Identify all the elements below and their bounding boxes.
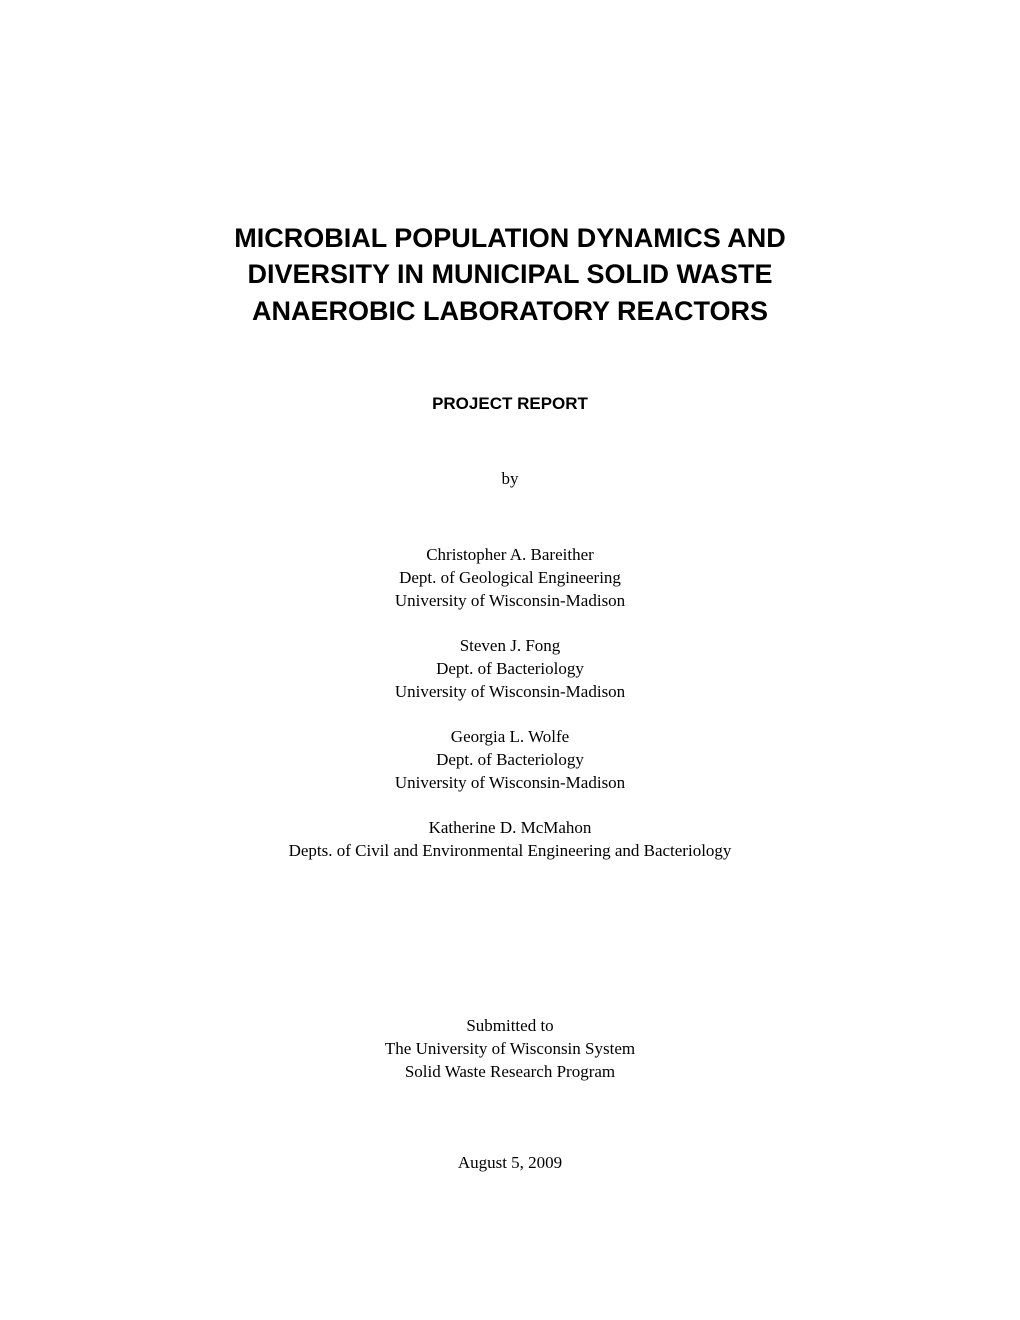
author-block-3: Georgia L. Wolfe Dept. of Bacteriology U… [100,726,920,795]
author-block-4: Katherine D. McMahon Depts. of Civil and… [100,817,920,863]
submitted-line-1: Submitted to [100,1015,920,1038]
author-block-2: Steven J. Fong Dept. of Bacteriology Uni… [100,635,920,704]
document-title: MICROBIAL POPULATION DYNAMICS AND DIVERS… [100,220,920,329]
author-univ: University of Wisconsin-Madison [100,681,920,704]
document-date: August 5, 2009 [100,1153,920,1173]
author-name: Katherine D. McMahon [100,817,920,840]
author-name: Christopher A. Bareither [100,544,920,567]
author-dept: Depts. of Civil and Environmental Engine… [100,840,920,863]
document-page: MICROBIAL POPULATION DYNAMICS AND DIVERS… [100,120,920,1240]
author-univ: University of Wisconsin-Madison [100,590,920,613]
title-line-1: MICROBIAL POPULATION DYNAMICS AND [100,220,920,256]
submitted-block: Submitted to The University of Wisconsin… [100,1015,920,1084]
report-label: PROJECT REPORT [100,394,920,414]
submitted-line-2: The University of Wisconsin System [100,1038,920,1061]
by-text: by [100,469,920,489]
author-univ: University of Wisconsin-Madison [100,772,920,795]
title-line-2: DIVERSITY IN MUNICIPAL SOLID WASTE [100,256,920,292]
author-name: Steven J. Fong [100,635,920,658]
author-dept: Dept. of Geological Engineering [100,567,920,590]
submitted-line-3: Solid Waste Research Program [100,1061,920,1084]
author-name: Georgia L. Wolfe [100,726,920,749]
author-dept: Dept. of Bacteriology [100,658,920,681]
author-block-1: Christopher A. Bareither Dept. of Geolog… [100,544,920,613]
title-line-3: ANAEROBIC LABORATORY REACTORS [100,293,920,329]
author-dept: Dept. of Bacteriology [100,749,920,772]
